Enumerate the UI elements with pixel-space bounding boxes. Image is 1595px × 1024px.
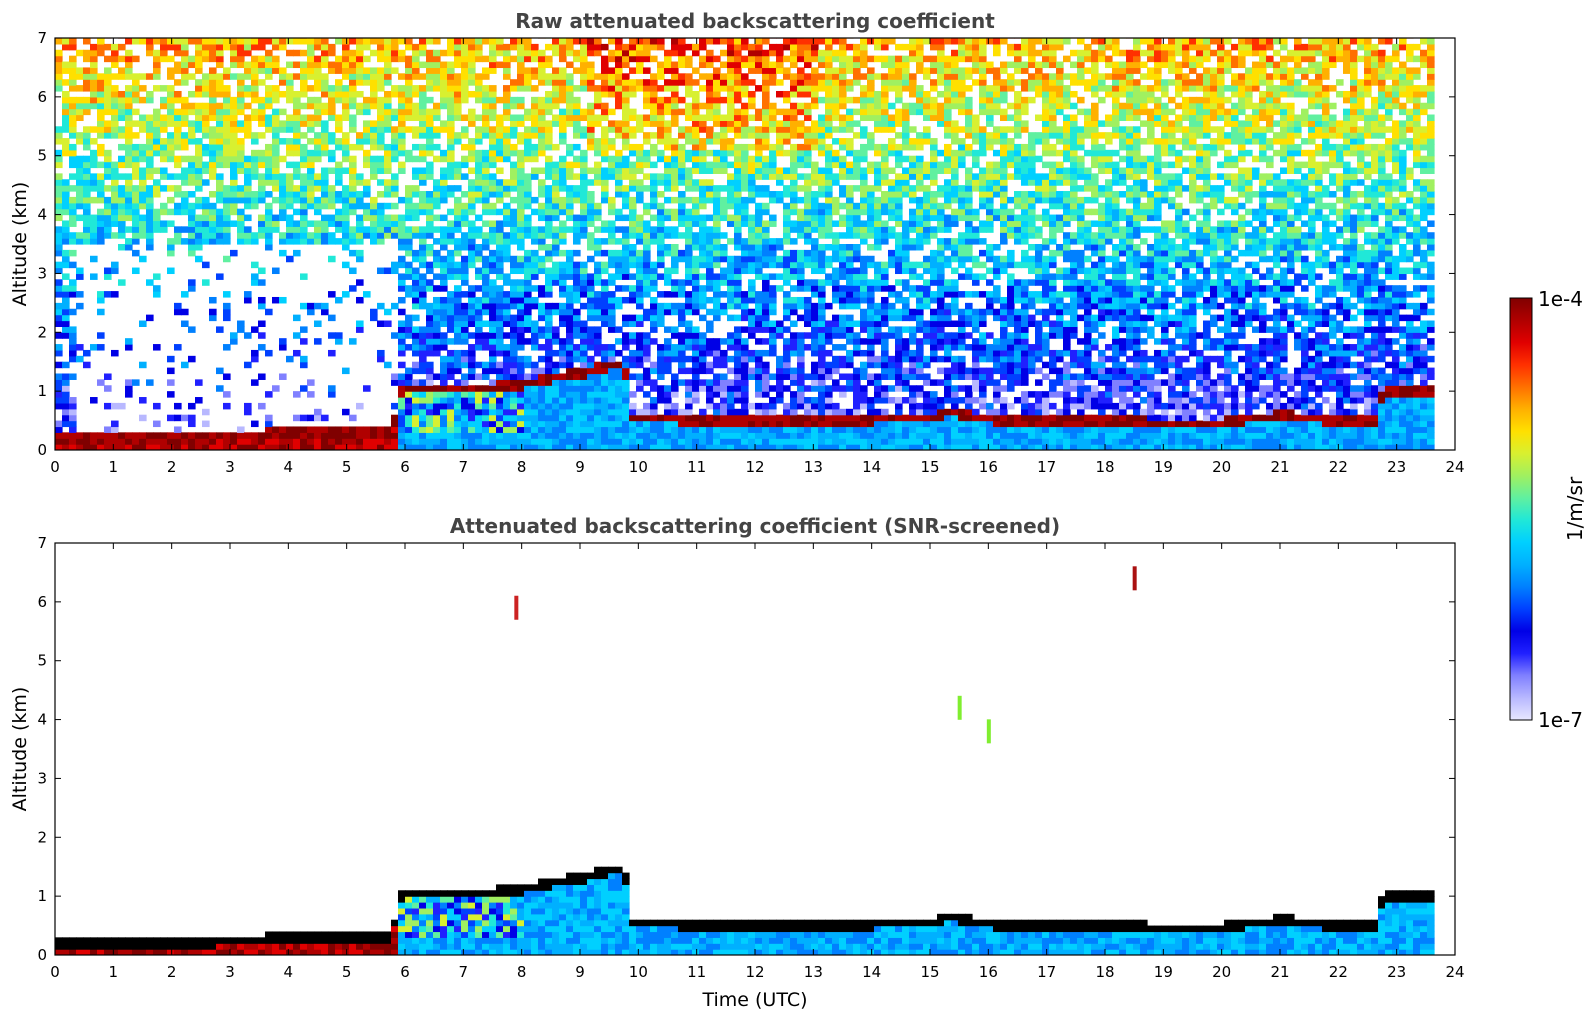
x-tick-label: 16 [979, 963, 998, 981]
x-tick-label: 21 [1270, 963, 1289, 981]
isolated-feature-0 [958, 696, 962, 720]
x-tick-label: 5 [342, 458, 352, 476]
x-tick-label: 1 [109, 458, 119, 476]
x-tick-label: 16 [979, 458, 998, 476]
x-tick-label: 18 [1095, 963, 1114, 981]
x-tick-label: 3 [225, 963, 235, 981]
y-tick-label: 6 [37, 593, 47, 611]
x-tick-label: 10 [629, 458, 648, 476]
x-tick-label: 15 [920, 458, 939, 476]
panel2-heatmap [55, 566, 1435, 955]
x-tick-label: 7 [459, 458, 469, 476]
x-tick-label: 24 [1445, 963, 1464, 981]
x-tick-label: 5 [342, 963, 352, 981]
x-tick-label: 21 [1270, 458, 1289, 476]
panel1-title: Raw attenuated backscattering coefficien… [515, 9, 995, 33]
y-tick-label: 0 [37, 441, 47, 459]
x-tick-label: 3 [225, 458, 235, 476]
y-tick-label: 2 [37, 323, 47, 341]
x-tick-label: 0 [50, 963, 60, 981]
y-tick-label: 3 [37, 264, 47, 282]
x-tick-label: 2 [167, 458, 177, 476]
y-tick-label: 2 [37, 828, 47, 846]
y-tick-label: 5 [37, 652, 47, 670]
x-tick-label: 23 [1387, 458, 1406, 476]
x-tick-label: 6 [400, 963, 410, 981]
panel2-title: Attenuated backscattering coefficient (S… [450, 514, 1060, 538]
y-tick-label: 1 [37, 382, 47, 400]
x-tick-label: 11 [687, 458, 706, 476]
x-tick-label: 17 [1037, 458, 1056, 476]
colorbar: 1e-4 1e-7 1/m/sr [1510, 287, 1587, 732]
y-tick-label: 1 [37, 887, 47, 905]
colorbar-unit-label: 1/m/sr [1563, 476, 1587, 541]
x-tick-label: 18 [1095, 458, 1114, 476]
y-tick-label: 4 [37, 711, 47, 729]
panel2-y-axis-label: Altitude (km) [9, 687, 31, 812]
x-tick-label: 19 [1154, 963, 1173, 981]
x-tick-label: 4 [284, 963, 294, 981]
x-tick-label: 7 [459, 963, 469, 981]
screened-backscatter-panel: Attenuated backscattering coefficient (S… [9, 514, 1465, 1011]
x-tick-label: 10 [629, 963, 648, 981]
x-tick-label: 19 [1154, 458, 1173, 476]
x-tick-label: 12 [745, 458, 764, 476]
x-tick-label: 15 [920, 963, 939, 981]
y-tick-label: 0 [37, 946, 47, 964]
isolated-feature-1 [987, 719, 991, 743]
panel2-frame [55, 543, 1455, 955]
isolated-feature-3 [1133, 566, 1137, 590]
y-tick-label: 7 [37, 29, 47, 47]
panel2-x-axis-label: Time (UTC) [701, 989, 807, 1011]
x-tick-label: 24 [1445, 458, 1464, 476]
panel1-heatmap [55, 32, 1435, 450]
y-tick-label: 3 [37, 769, 47, 787]
x-tick-label: 8 [517, 963, 527, 981]
x-tick-label: 0 [50, 458, 60, 476]
raw-backscatter-panel: Raw attenuated backscattering coefficien… [9, 9, 1465, 476]
colorbar-min-label: 1e-7 [1538, 708, 1583, 732]
x-tick-label: 8 [517, 458, 527, 476]
x-tick-label: 22 [1329, 963, 1348, 981]
y-tick-label: 7 [37, 534, 47, 552]
x-tick-label: 22 [1329, 458, 1348, 476]
x-tick-label: 23 [1387, 963, 1406, 981]
x-tick-label: 13 [804, 963, 823, 981]
x-tick-label: 6 [400, 458, 410, 476]
panel1-y-axis-label: Altitude (km) [9, 182, 31, 307]
x-tick-label: 20 [1212, 963, 1231, 981]
x-tick-label: 9 [575, 458, 585, 476]
x-tick-label: 2 [167, 963, 177, 981]
y-tick-label: 5 [37, 147, 47, 165]
x-tick-label: 11 [687, 963, 706, 981]
colorbar-max-label: 1e-4 [1538, 287, 1583, 311]
x-tick-label: 1 [109, 963, 119, 981]
x-tick-label: 17 [1037, 963, 1056, 981]
y-tick-label: 4 [37, 206, 47, 224]
panel2-y-ticks: 0 1 2 3 4 5 6 7 [37, 534, 1455, 964]
colorbar-gradient [1510, 298, 1532, 720]
y-tick-label: 6 [37, 88, 47, 106]
x-tick-label: 14 [862, 458, 881, 476]
isolated-feature-2 [514, 596, 518, 620]
x-tick-label: 13 [804, 458, 823, 476]
x-tick-label: 9 [575, 963, 585, 981]
x-tick-label: 12 [745, 963, 764, 981]
x-tick-label: 20 [1212, 458, 1231, 476]
x-tick-label: 14 [862, 963, 881, 981]
x-tick-label: 4 [284, 458, 294, 476]
